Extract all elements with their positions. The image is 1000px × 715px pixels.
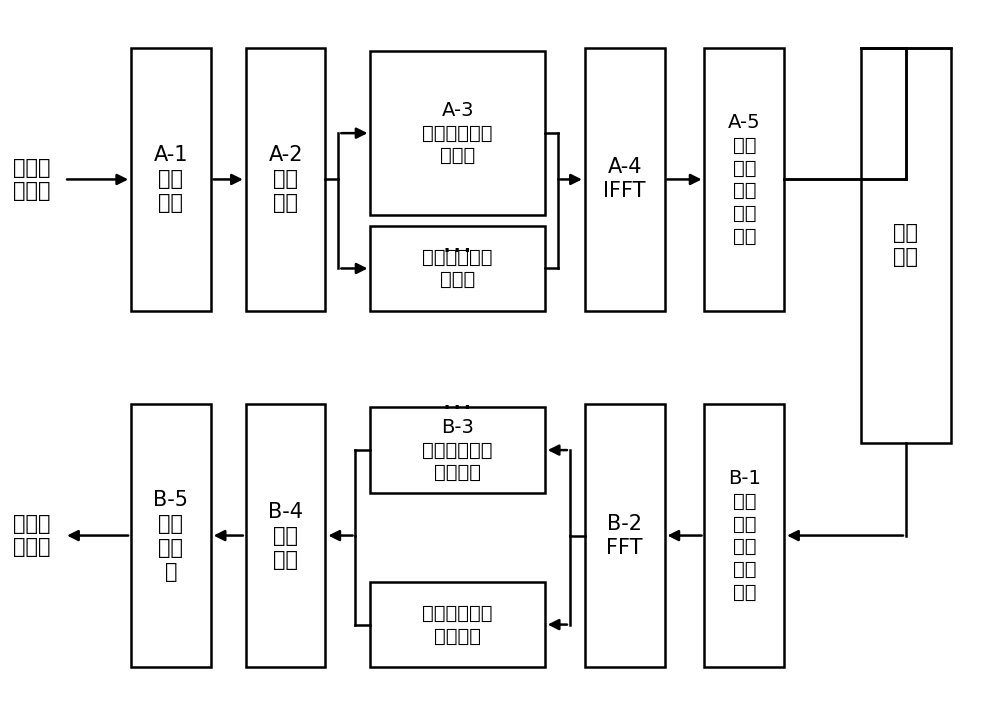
Text: A-2
串并
变换: A-2 串并 变换	[268, 145, 303, 214]
Bar	[131, 48, 211, 311]
Bar	[131, 404, 211, 667]
Bar	[704, 404, 784, 667]
Bar	[704, 48, 784, 311]
Text: 压缩子信道载
波反映射: 压缩子信道载 波反映射	[422, 603, 493, 646]
Text: 接收数
据序列: 接收数 据序列	[13, 514, 50, 557]
Text: …: …	[442, 229, 472, 258]
Text: B-5
符号
反映
射: B-5 符号 反映 射	[153, 490, 188, 581]
Bar	[246, 404, 325, 667]
Text: A-3
压缩子信道载
波映射: A-3 压缩子信道载 波映射	[422, 101, 493, 165]
Bar	[370, 51, 545, 215]
Text: B-2
FFT: B-2 FFT	[606, 513, 643, 558]
Bar	[585, 404, 665, 667]
Bar	[585, 48, 665, 311]
Bar	[861, 48, 951, 443]
Text: A-5
上变
频处
理及
信号
发射: A-5 上变 频处 理及 信号 发射	[728, 113, 761, 246]
Text: …: …	[442, 385, 472, 415]
Bar	[370, 226, 545, 311]
Text: 压缩子信道载
波映射: 压缩子信道载 波映射	[422, 247, 493, 290]
Text: B-1
信号
接收
及下
变频
处理: B-1 信号 接收 及下 变频 处理	[728, 469, 761, 602]
Text: 发送数
据序列: 发送数 据序列	[13, 158, 50, 201]
Bar	[246, 48, 325, 311]
Bar	[370, 582, 545, 667]
Text: 无线
信道: 无线 信道	[893, 223, 918, 267]
Text: B-4
并串
变换: B-4 并串 变换	[268, 501, 303, 570]
Text: B-3
压缩子信道载
波反映射: B-3 压缩子信道载 波反映射	[422, 418, 493, 483]
Text: A-1
符号
映射: A-1 符号 映射	[154, 145, 188, 214]
Bar	[370, 408, 545, 493]
Text: A-4
IFFT: A-4 IFFT	[603, 157, 646, 202]
